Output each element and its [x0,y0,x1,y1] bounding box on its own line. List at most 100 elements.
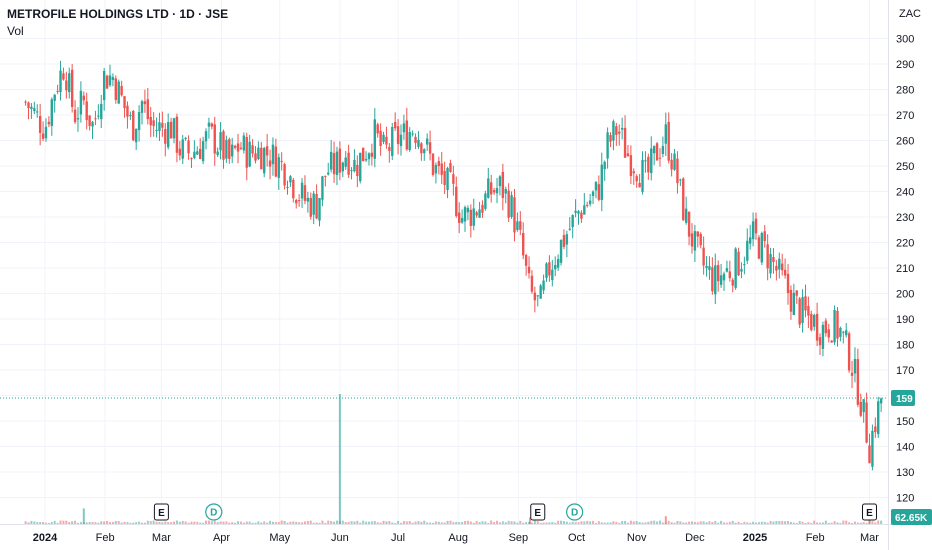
volume-bar [594,522,597,524]
time-axis[interactable]: 2024 Feb Mar Apr May Jun Jul Aug Sep Oct Nov Dec 202… [33,532,880,544]
candle-body [498,176,502,187]
candle-body [62,73,65,80]
candle-body [650,148,653,174]
dividend-marker[interactable]: D [566,503,584,521]
volume-bar [420,521,423,524]
price-tick-label: 290 [896,59,914,71]
volume-bar [865,522,868,524]
volume-bar [333,521,336,524]
candle-body [100,103,103,120]
volume-bar [164,521,167,524]
dividend-marker[interactable]: D [205,503,223,521]
volume-bar [155,521,158,524]
volume-bar [539,522,542,524]
volume-bar [580,521,583,524]
volume-bar [350,521,353,524]
dividend-marker-label: D [210,508,217,519]
volume-bar [589,521,592,524]
volume-bar [71,521,74,524]
volume-bar [210,521,213,524]
volume-bar [271,521,274,524]
volume-bar [373,521,376,524]
candle-body [495,188,499,194]
candle-body [178,148,182,156]
candle-body [795,290,798,296]
candle-body [33,108,36,112]
volume-bar [839,522,842,524]
volume-bar [557,520,560,524]
last-price-badge [891,390,915,407]
time-tick-label: 2024 [33,532,58,544]
candle-body [545,263,548,278]
candle-body [760,232,764,263]
candle-body [577,211,580,214]
candle-body [839,327,842,337]
candle-body [396,126,400,144]
volume-bar [126,522,129,524]
candle-body [548,262,551,276]
volume-bar [821,522,824,524]
candle-body [332,153,336,175]
candle-body [68,73,71,93]
volume-bar [568,522,571,524]
volume-bar [458,522,461,524]
volume-bar [787,521,790,524]
volume-bar [717,522,720,524]
candle-body [382,134,385,142]
candle-body [184,137,187,139]
candle-body [792,292,796,316]
chart-title[interactable]: METROFILE HOLDINGS LTD · 1D · JSE [7,7,229,21]
candle-body [481,204,484,213]
candlestick-series[interactable] [24,60,883,471]
candle-body [618,131,621,134]
volume-bar [708,521,711,524]
price-tick-label: 150 [896,416,914,428]
volume-legend[interactable]: Vol [7,24,24,38]
volume-bar [344,522,347,524]
earnings-marker[interactable]: E [530,503,546,521]
earnings-marker[interactable]: E [862,503,877,521]
candle-body [315,193,318,219]
volume-bar [862,522,865,524]
volume-bar [39,522,42,524]
volume-bar [661,522,664,524]
candle-body [158,122,161,131]
earnings-marker-label: E [158,508,165,519]
candle-body [568,228,571,230]
candle-body [487,178,490,198]
candle-body [289,176,292,183]
earnings-marker[interactable]: E [153,503,169,521]
volume-bar [42,521,45,524]
candle-body [722,273,726,281]
time-tick-label: Dec [685,532,705,544]
volume-bar [690,521,693,524]
candle-body [251,145,254,154]
candle-body [155,129,158,131]
candle-body [664,124,667,144]
price-axis[interactable]: 300 290 280 270 260 250 240 230 220 210 200 190 180 1… [896,34,914,505]
volume-bar [714,520,717,524]
time-tick-label: Jun [331,532,349,544]
volume-bar [743,521,746,524]
volume-bar [565,521,568,524]
price-tick-label: 300 [896,34,914,46]
candle-body [667,121,670,161]
volume-bar [141,522,143,524]
candle-body [286,186,289,188]
volume-bar [245,521,248,524]
candle-body [446,168,449,191]
candle-body [737,251,740,276]
candle-body [466,207,470,213]
candle-body [353,159,356,172]
candle-body [865,402,868,443]
candle-body [789,289,793,312]
candle-body [161,122,164,128]
candle-body [530,275,534,292]
candle-body [370,152,374,157]
volume-bar [763,521,766,524]
volume-bar [749,522,752,524]
volume-bar [577,522,580,524]
volume-bar [856,522,859,524]
